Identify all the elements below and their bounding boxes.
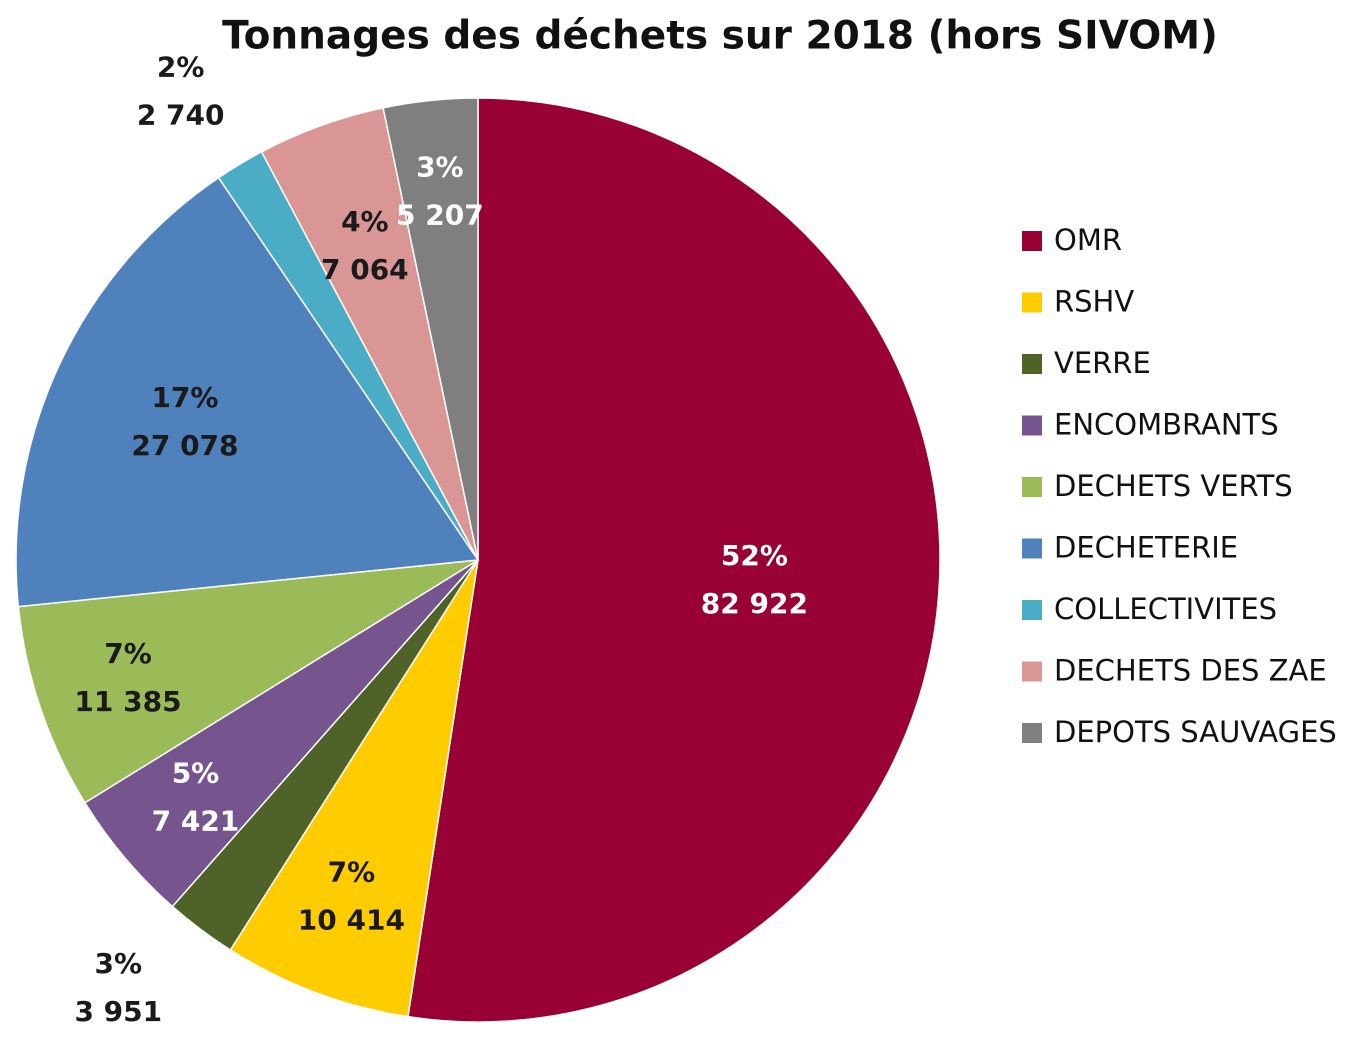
value-label: 2 740 <box>137 99 225 132</box>
chart-title: Tonnages des déchets sur 2018 (hors SIVO… <box>222 14 1218 59</box>
value-label: 7 421 <box>152 804 240 837</box>
pie-slice <box>17 559 479 804</box>
value-label: 11 385 <box>74 685 181 718</box>
percent-label: 3% <box>95 947 143 980</box>
legend-label: RSHV <box>1054 285 1134 319</box>
percent-label: 7% <box>104 637 152 670</box>
legend-swatch <box>1022 661 1042 682</box>
pie-slice <box>407 97 941 1023</box>
legend-swatch <box>1022 477 1042 497</box>
legend-label: ENCOMBRANTS <box>1054 408 1279 442</box>
legend-label: DECHETS VERTS <box>1054 469 1293 503</box>
legend-swatch <box>1022 538 1042 559</box>
legend-swatch <box>1022 723 1042 743</box>
value-label: 7 064 <box>321 253 409 286</box>
legend-swatch <box>1022 600 1042 620</box>
percent-label: 7% <box>328 855 376 888</box>
value-label: 5 207 <box>396 198 484 231</box>
pie-slice <box>229 559 479 1018</box>
legend-label: DECHETS DES ZAE <box>1054 654 1327 688</box>
legend-swatch <box>1022 292 1042 313</box>
legend-label: COLLECTIVITES <box>1054 592 1277 626</box>
pie-slice <box>382 97 479 561</box>
legend-label: DEPOTS SAUVAGES <box>1054 715 1337 749</box>
legend-swatch <box>1022 415 1042 436</box>
value-label: 3 951 <box>74 995 162 1028</box>
value-label: 10 414 <box>298 903 405 936</box>
legend-label: VERRE <box>1054 346 1151 380</box>
percent-label: 52% <box>721 539 788 572</box>
legend-label: OMR <box>1054 223 1122 257</box>
pie-slice <box>15 176 480 608</box>
value-label: 82 922 <box>701 587 808 620</box>
percent-label: 3% <box>416 150 464 183</box>
percent-label: 4% <box>341 205 389 238</box>
legend-swatch <box>1022 231 1042 251</box>
percent-label: 5% <box>172 756 220 789</box>
legend-label: DECHETERIE <box>1054 531 1238 565</box>
percent-label: 17% <box>151 381 218 414</box>
percent-label: 2% <box>157 51 205 84</box>
legend-swatch <box>1022 354 1042 374</box>
value-label: 27 078 <box>131 429 238 462</box>
